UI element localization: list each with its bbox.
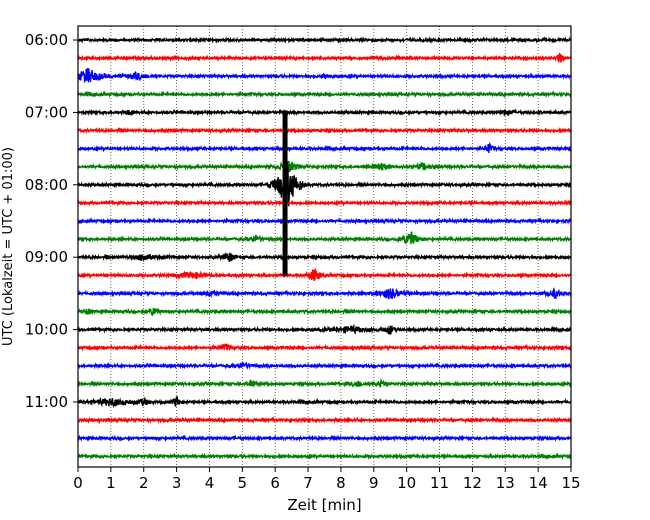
trace-0815 xyxy=(77,198,572,207)
trace-0600 xyxy=(77,35,572,44)
y-tick-label-0700: 07:00 xyxy=(25,103,68,121)
x-tick-label-8: 8 xyxy=(336,474,346,492)
y-axis-ticks: 06:00 07:00 08:00 09:00 10:00 11:00 xyxy=(25,31,78,411)
trace-0945 xyxy=(77,307,572,316)
trace-1115 xyxy=(77,416,572,425)
x-tick-label-1: 1 xyxy=(106,474,116,492)
y-axis-label: UTC (Lokalzeit = UTC + 01:00) xyxy=(1,147,16,346)
trace-0915 xyxy=(77,268,572,282)
trace-0745 xyxy=(77,160,572,174)
x-tick-label-9: 9 xyxy=(369,474,379,492)
trace-0900 xyxy=(77,251,572,263)
trace-0845 xyxy=(77,231,572,245)
trace-0730 xyxy=(77,141,572,153)
trace-0715 xyxy=(77,126,572,135)
trace-0615 xyxy=(77,52,572,64)
y-tick-label-0900: 09:00 xyxy=(25,248,68,266)
trace-layer xyxy=(77,35,572,461)
trace-0700 xyxy=(77,108,572,117)
y-tick-label-1100: 11:00 xyxy=(25,393,68,411)
trace-1030 xyxy=(77,361,572,370)
x-tick-label-13: 13 xyxy=(496,474,515,492)
x-tick-label-4: 4 xyxy=(205,474,215,492)
trace-1000 xyxy=(77,323,572,335)
x-tick-label-6: 6 xyxy=(270,474,280,492)
x-tick-label-0: 0 xyxy=(73,474,83,492)
x-tick-label-11: 11 xyxy=(430,474,449,492)
trace-1100 xyxy=(77,396,572,409)
y-tick-label-0600: 06:00 xyxy=(25,31,68,49)
x-tick-label-12: 12 xyxy=(463,474,482,492)
trace-0800 xyxy=(77,161,572,211)
x-tick-label-7: 7 xyxy=(303,474,313,492)
y-tick-label-0800: 08:00 xyxy=(25,176,68,194)
trace-1145 xyxy=(77,452,572,461)
plot-frame xyxy=(77,25,572,468)
trace-0630 xyxy=(77,67,572,83)
x-tick-label-10: 10 xyxy=(397,474,416,492)
axes-frame xyxy=(77,25,572,468)
x-tick-label-15: 15 xyxy=(561,474,580,492)
trace-1045 xyxy=(77,377,572,389)
trace-0930 xyxy=(77,287,572,300)
trace-1015 xyxy=(77,343,572,352)
trace-0645 xyxy=(77,90,572,99)
event-spike xyxy=(282,110,288,276)
x-axis-ticks: 0 1 2 3 4 5 6 7 8 9 10 11 12 13 14 15 xyxy=(73,467,581,492)
x-axis-label: Zeit [min] xyxy=(287,496,361,514)
trace-1130 xyxy=(77,434,572,443)
y-tick-label-1000: 10:00 xyxy=(25,321,68,339)
x-tick-label-3: 3 xyxy=(172,474,182,492)
trace-0830 xyxy=(77,216,572,225)
x-tick-label-5: 5 xyxy=(238,474,248,492)
x-tick-label-14: 14 xyxy=(529,474,548,492)
x-tick-label-2: 2 xyxy=(139,474,149,492)
